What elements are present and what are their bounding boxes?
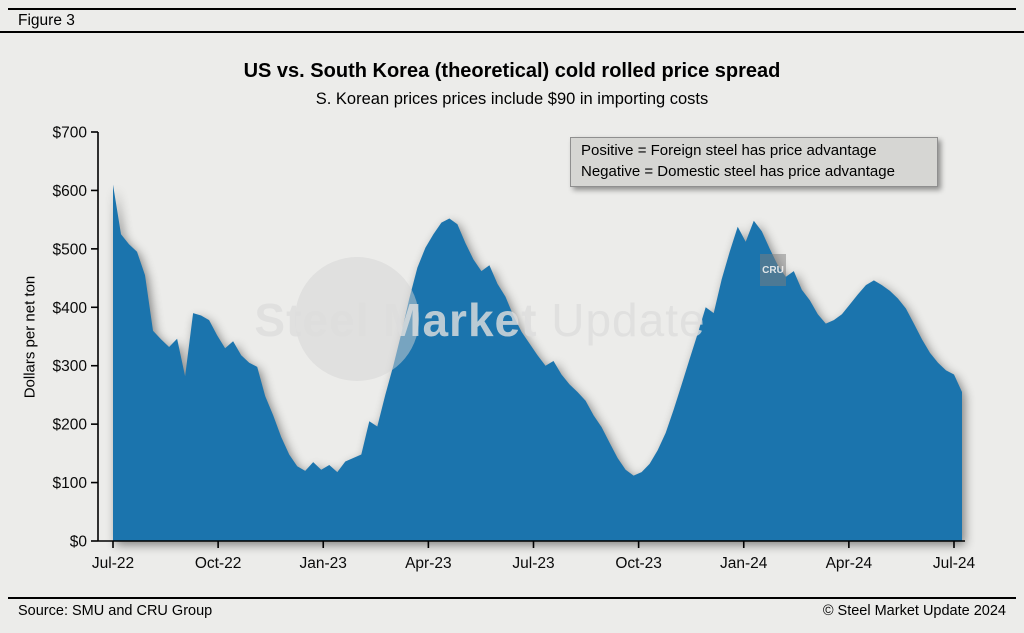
footer: Source: SMU and CRU Group © Steel Market… xyxy=(18,603,1006,619)
svg-text:Apr-23: Apr-23 xyxy=(405,555,452,572)
price-spread-area xyxy=(113,184,962,541)
top-rule xyxy=(8,8,1016,10)
chart-title: US vs. South Korea (theoretical) cold ro… xyxy=(243,60,781,82)
chart-subtitle: S. Korean prices prices include $90 in i… xyxy=(315,90,709,108)
svg-text:Jul-24: Jul-24 xyxy=(933,555,976,572)
svg-text:Oct-22: Oct-22 xyxy=(195,555,242,572)
svg-text:$400: $400 xyxy=(53,300,88,317)
svg-text:$100: $100 xyxy=(53,475,88,492)
svg-text:$600: $600 xyxy=(53,183,88,200)
annotation-box: Positive = Foreign steel has price advan… xyxy=(570,137,938,187)
svg-text:Jan-24: Jan-24 xyxy=(720,555,768,572)
annotation-line-positive: Positive = Foreign steel has price advan… xyxy=(581,142,877,159)
source-note: Source: SMU and CRU Group xyxy=(18,603,213,619)
svg-text:Oct-23: Oct-23 xyxy=(615,555,662,572)
annotation-line-negative: Negative = Domestic steel has price adva… xyxy=(581,163,895,180)
copyright-note: © Steel Market Update 2024 xyxy=(822,603,1006,619)
svg-text:Jul-23: Jul-23 xyxy=(512,555,554,572)
footer-rule xyxy=(8,597,1016,599)
svg-text:$300: $300 xyxy=(53,358,88,375)
svg-text:Jul-22: Jul-22 xyxy=(92,555,134,572)
figure-label: Figure 3 xyxy=(18,12,75,29)
header-rule xyxy=(0,31,1024,33)
svg-text:$700: $700 xyxy=(53,125,88,142)
svg-text:Jan-23: Jan-23 xyxy=(300,555,347,572)
svg-text:$0: $0 xyxy=(70,534,88,551)
svg-text:$200: $200 xyxy=(53,417,88,434)
svg-text:$500: $500 xyxy=(53,241,88,258)
svg-text:Apr-24: Apr-24 xyxy=(826,555,873,572)
